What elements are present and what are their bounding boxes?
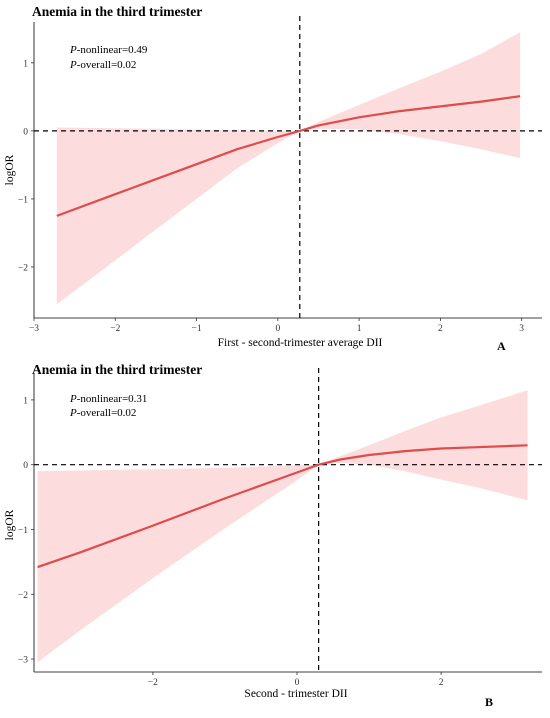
svg-text:P-overall=0.02: P-overall=0.02 [69, 59, 136, 71]
y-tick-label: 0 [23, 127, 28, 137]
x-tick-label: 1 [357, 324, 362, 334]
y-axis-title: logOR [4, 154, 16, 185]
annotation-nonlinear: P-nonlinear=0.49 [69, 44, 148, 56]
series-line [56, 95, 521, 217]
x-tick-label: 0 [295, 678, 300, 688]
panel-a: −3 −2 −1 0 1 2 3 −2 −1 0 1 Anemia in the third tri… [4, 4, 542, 353]
annotation-nonlinear-text: -nonlinear=0.31 [77, 393, 148, 405]
x-tick-label: −3 [29, 324, 39, 334]
y-tick-label: 1 [23, 396, 28, 406]
plot-area: −2 0 2 −3 −2 −1 0 1 [18, 368, 542, 688]
annotation-nonlinear-text: -nonlinear=0.49 [77, 44, 148, 56]
y-tick-label: −3 [18, 656, 28, 666]
y-axis-title: logOR [4, 509, 16, 540]
y-tick-label: −2 [18, 263, 28, 273]
svg-text:P-nonlinear=0.31: P-nonlinear=0.31 [69, 393, 147, 405]
panel-label: B [485, 695, 493, 709]
svg-text:P-nonlinear=0.49: P-nonlinear=0.49 [69, 44, 148, 56]
annotation-p-symbol: P [69, 44, 77, 56]
svg-text:P-overall=0.02: P-overall=0.02 [69, 407, 136, 419]
annotation-p-symbol: P [69, 407, 77, 419]
x-tick-label: −2 [110, 324, 120, 334]
plot-area: −3 −2 −1 0 1 2 3 −2 −1 0 1 [18, 16, 542, 334]
annotation-p-symbol: P [69, 393, 77, 405]
y-tick-label: −2 [18, 591, 28, 601]
confidence-band [56, 32, 521, 305]
chart-title: Anemia in the third trimester [32, 362, 202, 377]
x-tick-label: −1 [192, 324, 202, 334]
chart-title: Anemia in the third trimester [32, 4, 202, 19]
y-tick-label: 1 [23, 59, 28, 69]
y-tick-label: −1 [18, 526, 28, 536]
annotation-nonlinear: P-nonlinear=0.31 [69, 393, 147, 405]
y-tick-label: 0 [23, 461, 28, 471]
y-tick-label: −1 [18, 195, 28, 205]
annotation-overall: P-overall=0.02 [69, 407, 136, 419]
series-line [37, 444, 528, 569]
x-tick-label: 2 [439, 678, 444, 688]
x-tick-label: 0 [275, 324, 280, 334]
panel-label: A [497, 339, 506, 353]
panel-b: −2 0 2 −3 −2 −1 0 1 Anemia in the third trimest… [4, 362, 542, 709]
confidence-band [37, 390, 528, 663]
annotation-overall-text: -overall=0.02 [77, 407, 137, 419]
x-axis-title: First - second-trimester average DII [218, 337, 383, 349]
annotation-overall: P-overall=0.02 [69, 59, 136, 71]
annotation-overall-text: -overall=0.02 [77, 59, 137, 71]
x-tick-label: −2 [148, 678, 158, 688]
x-tick-label: 3 [519, 324, 524, 334]
x-axis-title: Second - trimester DII [244, 688, 347, 700]
annotation-p-symbol: P [69, 59, 77, 71]
x-tick-label: 2 [438, 324, 443, 334]
